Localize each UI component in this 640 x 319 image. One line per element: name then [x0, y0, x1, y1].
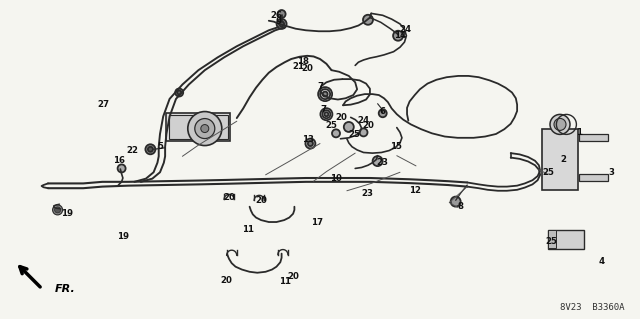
Text: 23: 23 [362, 189, 373, 198]
Circle shape [308, 141, 313, 146]
Bar [548, 230, 584, 249]
Circle shape [188, 112, 222, 145]
Text: 20: 20 [287, 272, 299, 281]
Circle shape [175, 88, 183, 97]
Circle shape [195, 119, 215, 138]
Text: 12: 12 [409, 186, 420, 195]
Text: 22: 22 [127, 146, 138, 155]
Text: 7: 7 [320, 105, 326, 114]
Text: 27: 27 [98, 100, 109, 109]
Circle shape [118, 164, 125, 173]
Text: 20: 20 [255, 196, 267, 205]
Text: 20: 20 [363, 121, 374, 130]
Circle shape [344, 122, 354, 132]
Circle shape [323, 92, 328, 97]
Text: 25: 25 [349, 130, 360, 139]
Bar [169, 115, 228, 139]
Circle shape [332, 129, 340, 137]
Text: 17: 17 [311, 218, 323, 227]
Text: 2: 2 [560, 155, 566, 164]
Text: 18: 18 [298, 57, 309, 66]
Text: 26: 26 [271, 11, 282, 20]
Text: 25: 25 [546, 237, 557, 246]
Circle shape [305, 138, 316, 149]
Text: 15: 15 [390, 142, 401, 151]
Text: 21: 21 [292, 62, 304, 71]
Circle shape [379, 109, 387, 117]
Circle shape [177, 91, 181, 94]
Circle shape [201, 124, 209, 133]
Bar [579, 174, 608, 181]
Circle shape [52, 205, 63, 215]
Circle shape [318, 87, 332, 101]
Bar [166, 113, 230, 141]
Text: 24: 24 [358, 116, 369, 125]
Text: 13: 13 [303, 135, 314, 144]
Text: 8: 8 [458, 202, 464, 211]
Bar [548, 230, 556, 248]
Circle shape [279, 21, 284, 26]
Circle shape [276, 19, 287, 29]
Text: 20: 20 [221, 276, 232, 285]
Text: 19: 19 [117, 232, 129, 241]
Circle shape [451, 197, 461, 207]
Text: 10: 10 [330, 174, 342, 182]
Text: 1: 1 [576, 128, 582, 137]
Circle shape [321, 108, 332, 120]
Text: 9: 9 [275, 17, 282, 26]
Circle shape [278, 10, 285, 18]
Text: 5: 5 [157, 142, 163, 151]
Text: 3: 3 [608, 168, 614, 177]
Text: 25: 25 [326, 121, 337, 130]
Circle shape [363, 15, 373, 25]
Text: 19: 19 [61, 209, 72, 218]
Circle shape [393, 31, 403, 41]
Text: 11: 11 [243, 225, 254, 234]
Text: 8V23  B3360A: 8V23 B3360A [559, 303, 624, 312]
Circle shape [550, 115, 570, 134]
Text: 24: 24 [400, 25, 412, 34]
Text: 16: 16 [113, 156, 125, 165]
Text: 20: 20 [336, 113, 348, 122]
Text: 20: 20 [223, 193, 235, 202]
Circle shape [554, 118, 566, 130]
Circle shape [54, 207, 61, 213]
Text: 7: 7 [317, 82, 323, 91]
Circle shape [148, 147, 153, 152]
Circle shape [360, 128, 367, 137]
Text: 20: 20 [301, 64, 313, 73]
Text: 14: 14 [394, 31, 406, 40]
Text: 25: 25 [542, 168, 554, 177]
Circle shape [145, 144, 156, 154]
Bar [579, 134, 608, 141]
Text: 6: 6 [380, 107, 386, 115]
Text: 23: 23 [377, 158, 388, 167]
Text: 11: 11 [279, 277, 291, 286]
Text: 4: 4 [598, 257, 605, 266]
Bar [542, 129, 578, 190]
Circle shape [372, 156, 383, 166]
Text: FR.: FR. [55, 284, 76, 294]
Circle shape [324, 112, 328, 116]
